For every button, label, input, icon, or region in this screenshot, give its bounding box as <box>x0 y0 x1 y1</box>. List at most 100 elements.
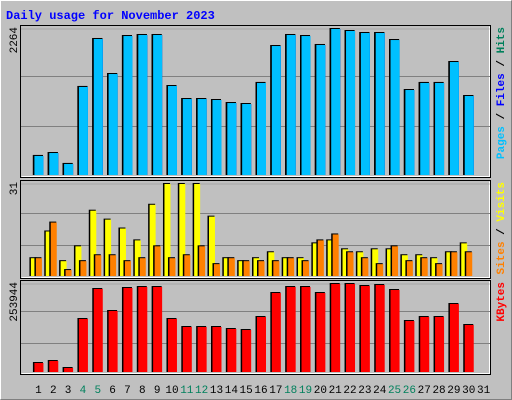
bar <box>271 292 281 372</box>
legend: Pages / Files / Hits <box>496 27 508 159</box>
bar <box>108 74 118 175</box>
legend-separator-space <box>496 119 508 126</box>
x-tick-label: 6 <box>109 385 116 397</box>
bar <box>387 249 394 276</box>
bar <box>123 36 133 176</box>
bar <box>435 82 445 175</box>
x-tick-label: 8 <box>139 385 146 397</box>
legend-separator-space <box>496 53 508 60</box>
bar <box>134 240 141 276</box>
bar <box>119 228 126 276</box>
bar <box>197 326 207 372</box>
bar <box>331 29 341 175</box>
bar <box>316 44 326 175</box>
x-tick-label: 4 <box>80 385 87 397</box>
bar <box>375 285 385 372</box>
x-tick-label: 5 <box>94 385 101 397</box>
bar <box>78 318 88 372</box>
legend-entry: Files <box>496 73 508 106</box>
bar <box>347 252 354 276</box>
bar <box>377 264 384 276</box>
x-tick-label: 29 <box>447 385 460 397</box>
bar <box>332 234 339 276</box>
bar <box>243 261 250 276</box>
bar <box>435 316 445 372</box>
bar <box>346 30 356 176</box>
y-tick-label: 31 <box>9 182 21 196</box>
bar <box>182 99 192 175</box>
legend-separator: / <box>496 60 508 67</box>
bar <box>273 261 280 276</box>
x-tick-label: 1 <box>35 385 42 397</box>
bar <box>167 86 177 175</box>
bar <box>90 210 97 276</box>
bar <box>75 246 82 276</box>
bar <box>431 258 438 276</box>
legend-entry: Pages <box>496 126 508 159</box>
bar <box>212 326 222 372</box>
legend-separator-space <box>496 235 508 242</box>
x-tick-label: 3 <box>65 385 72 397</box>
bar <box>60 261 67 276</box>
bar <box>238 261 245 276</box>
bar <box>258 261 265 276</box>
x-tick-label: 10 <box>165 385 178 397</box>
bar <box>95 255 102 276</box>
bar <box>149 204 156 276</box>
x-tick-label: 26 <box>403 385 416 397</box>
legend: KBytes <box>496 282 508 322</box>
x-tick-label: 12 <box>195 385 208 397</box>
x-tick-label: 22 <box>343 385 356 397</box>
bar <box>30 258 37 276</box>
bar <box>212 100 222 175</box>
x-tick-label: 2 <box>50 385 57 397</box>
bar <box>316 292 326 372</box>
bar <box>80 261 87 276</box>
bar <box>331 284 341 372</box>
legend-entry: Hits <box>496 27 508 53</box>
bar <box>346 284 356 372</box>
bar <box>138 34 148 176</box>
x-tick-label: 31 <box>477 385 491 397</box>
legend-separator-space <box>496 67 508 74</box>
chart-title: Daily usage for November 2023 <box>6 9 215 23</box>
bar <box>34 155 44 175</box>
bar <box>390 289 400 372</box>
bar <box>360 32 370 176</box>
x-tick-label: 23 <box>358 385 371 397</box>
x-tick-label: 28 <box>432 385 445 397</box>
bar <box>362 258 369 276</box>
bar <box>93 288 103 372</box>
legend-separator-space <box>496 222 508 229</box>
bar <box>108 310 118 372</box>
legend-separator: / <box>496 112 508 119</box>
bar <box>401 255 408 276</box>
bar <box>317 240 324 276</box>
bar <box>253 258 260 276</box>
bar <box>50 222 57 276</box>
x-tick-label: 25 <box>388 385 401 397</box>
bar <box>105 219 112 276</box>
bar <box>179 184 186 276</box>
bar <box>357 252 364 276</box>
bar <box>78 86 88 175</box>
bar <box>228 258 235 276</box>
bar <box>461 243 468 276</box>
bar <box>342 249 349 276</box>
bar <box>110 255 117 276</box>
bar <box>93 38 103 176</box>
bar <box>164 184 171 276</box>
x-tick-label: 16 <box>254 385 267 397</box>
bar <box>223 258 230 276</box>
bar <box>420 316 430 372</box>
bar <box>392 246 399 276</box>
bar <box>153 34 163 176</box>
bar <box>194 184 201 276</box>
legend-separator: / <box>496 228 508 235</box>
bar <box>34 363 44 372</box>
bar <box>184 255 191 276</box>
bar <box>390 40 400 175</box>
bar <box>35 258 42 276</box>
